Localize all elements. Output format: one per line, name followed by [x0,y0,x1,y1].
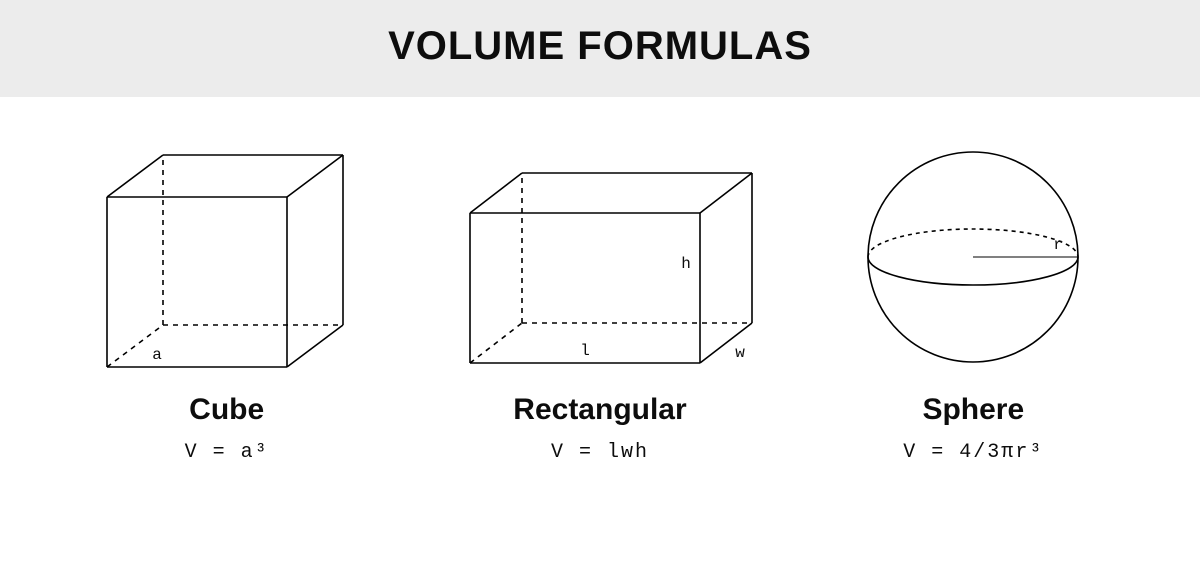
sphere-column: r Sphere V = 4/3πr³ [789,127,1159,464]
rectangular-formula: V = lwh [551,441,649,464]
page-title: VOLUME FORMULAS [0,24,1200,69]
svg-text:h: h [681,255,691,273]
rectangular-name: Rectangular [513,393,686,427]
header-banner: VOLUME FORMULAS [0,0,1200,97]
shapes-row: a Cube V = a³ l w h Rectangular V = lwh r … [0,97,1200,464]
svg-text:w: w [735,344,745,362]
svg-text:l: l [580,342,590,360]
rectangular-diagram: l w h [440,127,760,387]
svg-text:a: a [152,346,162,364]
cube-formula: V = a³ [185,441,269,464]
sphere-name: Sphere [922,393,1024,427]
cube-name: Cube [189,393,264,427]
rectangular-column: l w h Rectangular V = lwh [415,127,785,464]
cube-diagram: a [67,127,387,387]
sphere-formula: V = 4/3πr³ [903,441,1043,464]
svg-text:r: r [1054,236,1064,254]
cube-column: a Cube V = a³ [42,127,412,464]
sphere-diagram: r [813,127,1133,387]
